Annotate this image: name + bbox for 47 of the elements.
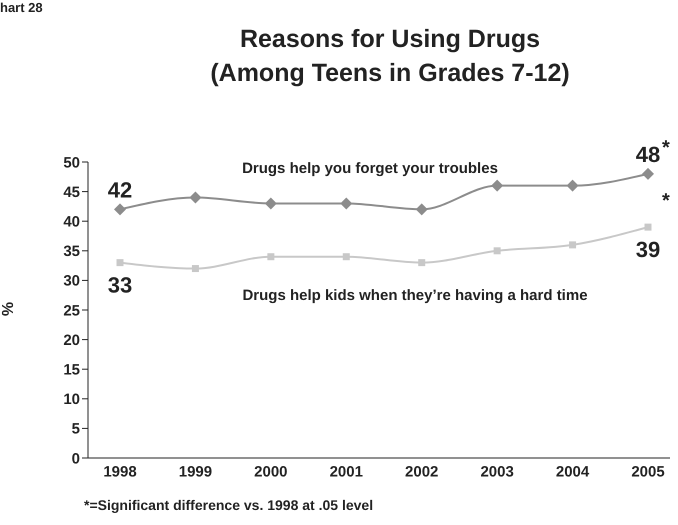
point <box>189 192 202 204</box>
point <box>566 180 579 192</box>
data-label: 42 <box>108 177 132 202</box>
chart-title: Reasons for Using Drugs (Among Teens in Grades 7-12) <box>209 24 571 89</box>
y-tick-label: 5 <box>72 420 80 438</box>
point <box>569 241 576 248</box>
text: hart 28 <box>0 0 43 15</box>
x-tick-label: 1998 <box>103 464 137 481</box>
point <box>116 259 124 266</box>
y-tick-label: 10 <box>63 391 80 408</box>
x-tick-label: 2005 <box>631 464 665 481</box>
y-tick-label: 25 <box>63 302 80 320</box>
point <box>264 197 277 210</box>
point <box>340 197 352 210</box>
series-label: Drugs help you forget your troubles <box>241 160 499 177</box>
point <box>192 265 199 272</box>
y-tick-label: 50 <box>63 154 80 172</box>
data-label: 39 <box>636 237 660 262</box>
point <box>644 224 652 231</box>
point <box>642 168 654 180</box>
x-tick-label: 2002 <box>405 464 438 481</box>
annotation: * <box>662 136 670 159</box>
y-tick-label: 40 <box>63 214 80 231</box>
point <box>114 203 126 216</box>
y-tick-label: 45 <box>63 184 80 201</box>
y-tick-label: 0 <box>72 450 80 468</box>
y-tick-label: 35 <box>63 243 80 260</box>
y-tick-label: 20 <box>63 332 80 349</box>
x-tick-label: 2001 <box>330 464 363 481</box>
point <box>267 253 274 260</box>
x-tick-label: 2000 <box>254 464 288 481</box>
point <box>494 247 501 254</box>
y-axis-title: % <box>0 302 18 316</box>
data-label: 33 <box>108 272 132 298</box>
x-tick-label: 1999 <box>178 464 212 481</box>
y-tick-label: 30 <box>63 272 80 290</box>
y-tick-label: 15 <box>63 362 80 379</box>
point <box>418 259 426 266</box>
x-tick-label: 2004 <box>556 464 590 481</box>
annotation: * <box>662 190 670 212</box>
text: *=Significant difference vs. 1998 at .05 level <box>84 497 374 513</box>
x-tick-label: 2003 <box>480 464 514 481</box>
series-label: Drugs help kids when they’re having a hard time <box>241 287 589 304</box>
point <box>416 203 428 216</box>
data-label: 48 <box>636 142 660 167</box>
point <box>342 253 350 260</box>
point <box>491 180 504 192</box>
